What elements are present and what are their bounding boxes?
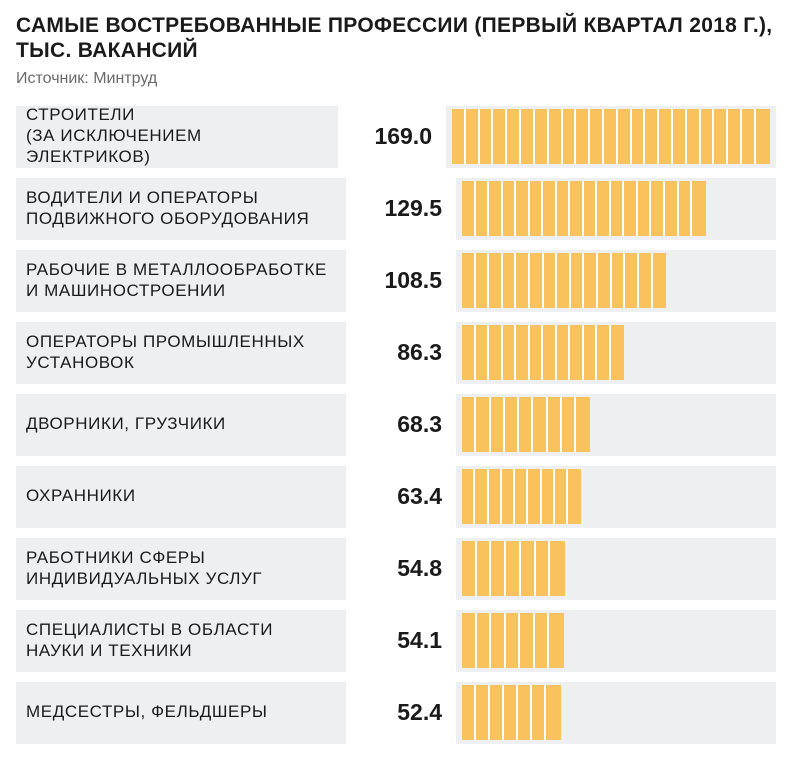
row-bar <box>462 322 624 384</box>
row-bar <box>462 538 565 600</box>
chart-row: СПЕЦИАЛИСТЫ В ОБЛАСТИ НАУКИ И ТЕХНИКИ 54.… <box>16 610 776 672</box>
row-value: 52.4 <box>346 682 456 744</box>
row-bar-cell <box>456 466 776 528</box>
row-value: 54.1 <box>346 610 456 672</box>
chart-row: ОПЕРАТОРЫ ПРОМЫШЛЕННЫХ УСТАНОВОК 86.3 <box>16 322 776 384</box>
row-value: 86.3 <box>346 322 456 384</box>
chart-row: МЕДСЕСТРЫ, ФЕЛЬДШЕРЫ 52.4 <box>16 682 776 744</box>
row-bar-cell <box>456 250 776 312</box>
row-label-cell: МЕДСЕСТРЫ, ФЕЛЬДШЕРЫ <box>16 682 346 744</box>
chart-row: ДВОРНИКИ, ГРУЗЧИКИ 68.3 <box>16 394 776 456</box>
chart-row: РАБОТНИКИ СФЕРЫ ИНДИВИДУАЛЬНЫХ УСЛУГ 54.8 <box>16 538 776 600</box>
row-label: ВОДИТЕЛИ И ОПЕРАТОРЫ ПОДВИЖНОГО ОБОРУДОВ… <box>26 188 309 229</box>
row-bar-cell <box>456 322 776 384</box>
row-bar <box>462 610 564 672</box>
row-label-cell: ВОДИТЕЛИ И ОПЕРАТОРЫ ПОДВИЖНОГО ОБОРУДОВ… <box>16 178 346 240</box>
row-value: 68.3 <box>346 394 456 456</box>
chart-source: Источник: Минтруд <box>16 70 776 88</box>
row-bar <box>462 250 666 312</box>
row-bar <box>462 178 706 240</box>
row-bar <box>462 466 581 528</box>
row-label: СТРОИТЕЛИ (ЗА ИСКЛЮЧЕНИЕМ ЭЛЕКТРИКОВ) <box>26 105 328 167</box>
chart-rows: СТРОИТЕЛИ (ЗА ИСКЛЮЧЕНИЕМ ЭЛЕКТРИКОВ)169… <box>16 106 776 744</box>
chart-title: САМЫЕ ВОСТРЕБОВАННЫЕ ПРОФЕССИИ (ПЕРВЫЙ К… <box>16 14 776 64</box>
row-label: РАБОЧИЕ В МЕТАЛЛООБРАБОТКЕ И МАШИНОСТРОЕ… <box>26 260 327 301</box>
row-label-cell: СТРОИТЕЛИ (ЗА ИСКЛЮЧЕНИЕМ ЭЛЕКТРИКОВ) <box>16 106 338 168</box>
row-bar-cell <box>456 610 776 672</box>
row-value: 129.5 <box>346 178 456 240</box>
chart-row: ВОДИТЕЛИ И ОПЕРАТОРЫ ПОДВИЖНОГО ОБОРУДОВ… <box>16 178 776 240</box>
row-label: РАБОТНИКИ СФЕРЫ ИНДИВИДУАЛЬНЫХ УСЛУГ <box>26 548 262 589</box>
chart-row: ОХРАННИКИ 63.4 <box>16 466 776 528</box>
row-bar-cell <box>456 538 776 600</box>
chart-row: РАБОЧИЕ В МЕТАЛЛООБРАБОТКЕ И МАШИНОСТРОЕ… <box>16 250 776 312</box>
row-value: 63.4 <box>346 466 456 528</box>
row-value: 108.5 <box>346 250 456 312</box>
row-bar <box>452 106 770 168</box>
row-bar <box>462 682 561 744</box>
row-label-cell: СПЕЦИАЛИСТЫ В ОБЛАСТИ НАУКИ И ТЕХНИКИ <box>16 610 346 672</box>
row-label-cell: РАБОТНИКИ СФЕРЫ ИНДИВИДУАЛЬНЫХ УСЛУГ <box>16 538 346 600</box>
row-label: МЕДСЕСТРЫ, ФЕЛЬДШЕРЫ <box>26 702 268 723</box>
row-label: ОХРАННИКИ <box>26 486 136 507</box>
row-bar-cell <box>456 394 776 456</box>
row-label: ДВОРНИКИ, ГРУЗЧИКИ <box>26 414 226 435</box>
row-label: СПЕЦИАЛИСТЫ В ОБЛАСТИ НАУКИ И ТЕХНИКИ <box>26 620 273 661</box>
chart-row: СТРОИТЕЛИ (ЗА ИСКЛЮЧЕНИЕМ ЭЛЕКТРИКОВ)169… <box>16 106 776 168</box>
row-label-cell: ОПЕРАТОРЫ ПРОМЫШЛЕННЫХ УСТАНОВОК <box>16 322 346 384</box>
row-bar-cell <box>456 178 776 240</box>
row-bar <box>462 394 591 456</box>
row-bar-cell <box>456 682 776 744</box>
row-label-cell: РАБОЧИЕ В МЕТАЛЛООБРАБОТКЕ И МАШИНОСТРОЕ… <box>16 250 346 312</box>
row-value: 169.0 <box>338 106 446 168</box>
row-label: ОПЕРАТОРЫ ПРОМЫШЛЕННЫХ УСТАНОВОК <box>26 332 305 373</box>
row-value: 54.8 <box>346 538 456 600</box>
row-label-cell: ДВОРНИКИ, ГРУЗЧИКИ <box>16 394 346 456</box>
row-label-cell: ОХРАННИКИ <box>16 466 346 528</box>
row-bar-cell <box>446 106 776 168</box>
